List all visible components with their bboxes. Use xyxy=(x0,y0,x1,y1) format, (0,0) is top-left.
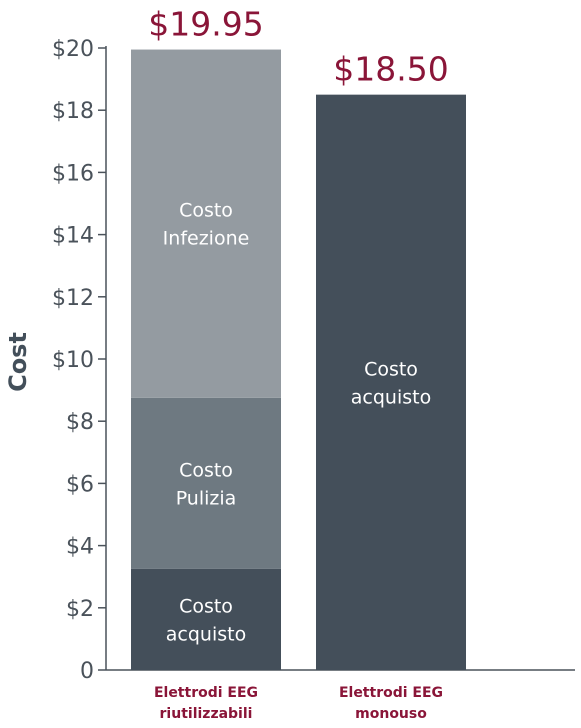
y-axis-label: Cost xyxy=(4,332,32,392)
x-category-label: Elettrodi EEG xyxy=(339,685,443,701)
y-tick-label: $12 xyxy=(52,286,94,311)
y-tick-label: $4 xyxy=(66,535,94,560)
y-tick-label: $16 xyxy=(52,161,94,186)
segment-label: Pulizia xyxy=(176,487,237,509)
y-tick-label: $10 xyxy=(52,348,94,373)
y-tick-label: $20 xyxy=(52,37,94,62)
x-category-label: riutilizzabili xyxy=(160,706,253,722)
segment-label: Costo xyxy=(179,200,233,222)
y-tick-label: 0 xyxy=(80,659,94,684)
bar-segment xyxy=(131,49,281,398)
segment-label: Costo xyxy=(179,595,233,617)
segment-label: Costo xyxy=(179,459,233,481)
bar-total-label: $18.50 xyxy=(333,50,448,89)
y-tick-label: $2 xyxy=(66,597,94,622)
bar-total-label: $19.95 xyxy=(148,5,263,44)
y-tick-label: $8 xyxy=(66,410,94,435)
segment-label: Infezione xyxy=(163,228,250,250)
y-tick-label: $6 xyxy=(66,472,94,497)
bar-segment xyxy=(131,568,281,670)
y-tick-label: $14 xyxy=(52,224,94,249)
segment-label: acquisto xyxy=(351,386,431,408)
x-category-label: Elettrodi EEG xyxy=(154,685,258,701)
y-tick-label: $18 xyxy=(52,99,94,124)
segment-label: acquisto xyxy=(166,623,246,645)
bar-segment xyxy=(131,397,281,569)
x-category-label: monouso xyxy=(355,706,427,722)
segment-label: Costo xyxy=(364,358,418,380)
bar-segment xyxy=(316,94,466,670)
